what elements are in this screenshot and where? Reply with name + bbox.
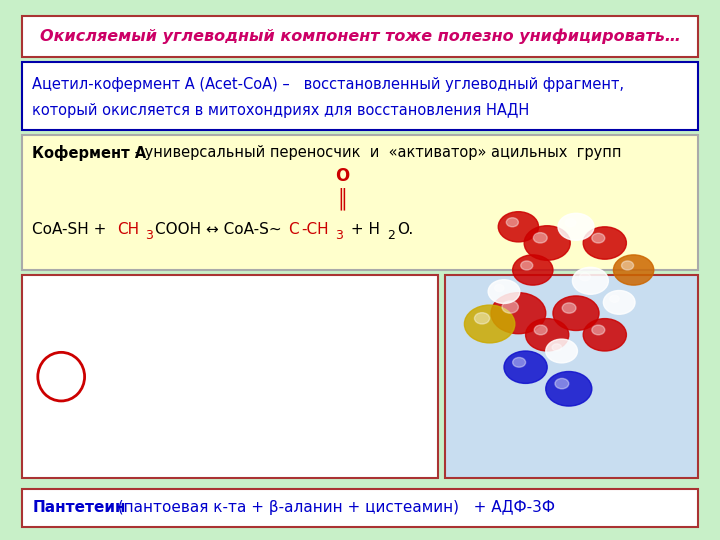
Text: -CH: -CH — [301, 222, 328, 237]
Circle shape — [583, 227, 626, 259]
Circle shape — [506, 218, 518, 227]
Circle shape — [552, 344, 562, 351]
Text: CoA-SH +: CoA-SH + — [32, 222, 112, 237]
FancyBboxPatch shape — [22, 62, 698, 130]
Circle shape — [534, 233, 547, 243]
Text: COOH ↔ CoA-S~: COOH ↔ CoA-S~ — [155, 222, 282, 237]
Circle shape — [603, 291, 635, 314]
Circle shape — [513, 357, 526, 367]
FancyBboxPatch shape — [22, 489, 698, 526]
Text: O.: O. — [397, 222, 414, 237]
Text: 2: 2 — [387, 230, 395, 242]
Circle shape — [565, 219, 576, 227]
Text: Пантетеин: Пантетеин — [32, 500, 126, 515]
FancyBboxPatch shape — [22, 275, 438, 478]
Circle shape — [558, 213, 594, 240]
FancyBboxPatch shape — [22, 16, 698, 57]
Circle shape — [613, 255, 654, 285]
Circle shape — [464, 305, 515, 343]
Text: который окисляется в митохондриях для восстановления НАДН: который окисляется в митохондриях для во… — [32, 103, 530, 118]
Circle shape — [474, 313, 490, 324]
Text: + H: + H — [346, 222, 379, 237]
Circle shape — [572, 267, 608, 294]
Circle shape — [491, 293, 546, 334]
Text: CH: CH — [117, 222, 140, 237]
Circle shape — [546, 339, 577, 363]
Text: O: O — [336, 167, 350, 185]
Circle shape — [592, 233, 605, 243]
Text: (пантоевая к-та + β-аланин + цистеамин)   + АДФ-3Ф: (пантоевая к-та + β-аланин + цистеамин) … — [108, 500, 555, 515]
Circle shape — [621, 261, 634, 270]
Circle shape — [524, 226, 570, 260]
Text: Ацетил-кофермент А (Acet-CoA) –   восстановленный углеводный фрагмент,: Ацетил-кофермент А (Acet-CoA) – восстано… — [32, 77, 624, 92]
Circle shape — [610, 295, 619, 302]
Text: - универсальный переносчик  и  «активатор» ацильных  групп: - универсальный переносчик и «активатор»… — [130, 145, 621, 160]
Circle shape — [526, 319, 569, 351]
Circle shape — [495, 285, 504, 292]
Circle shape — [583, 319, 626, 351]
Circle shape — [562, 303, 576, 313]
Circle shape — [546, 372, 592, 406]
Circle shape — [553, 296, 599, 330]
Circle shape — [534, 325, 547, 335]
Text: Окисляемый углеводный компонент тоже полезно унифицировать…: Окисляемый углеводный компонент тоже пол… — [40, 29, 680, 44]
Text: ║: ║ — [337, 188, 348, 210]
Text: 3: 3 — [336, 230, 343, 242]
Circle shape — [555, 379, 569, 389]
Circle shape — [592, 325, 605, 335]
FancyBboxPatch shape — [445, 275, 698, 478]
Text: 3: 3 — [145, 230, 153, 242]
Circle shape — [502, 301, 518, 313]
Circle shape — [521, 261, 533, 270]
Circle shape — [580, 273, 590, 281]
Text: Кофермент А: Кофермент А — [32, 145, 147, 160]
Circle shape — [488, 280, 520, 303]
Text: C: C — [288, 222, 299, 237]
Circle shape — [504, 351, 547, 383]
FancyBboxPatch shape — [22, 135, 698, 270]
Circle shape — [513, 255, 553, 285]
Circle shape — [498, 212, 539, 242]
